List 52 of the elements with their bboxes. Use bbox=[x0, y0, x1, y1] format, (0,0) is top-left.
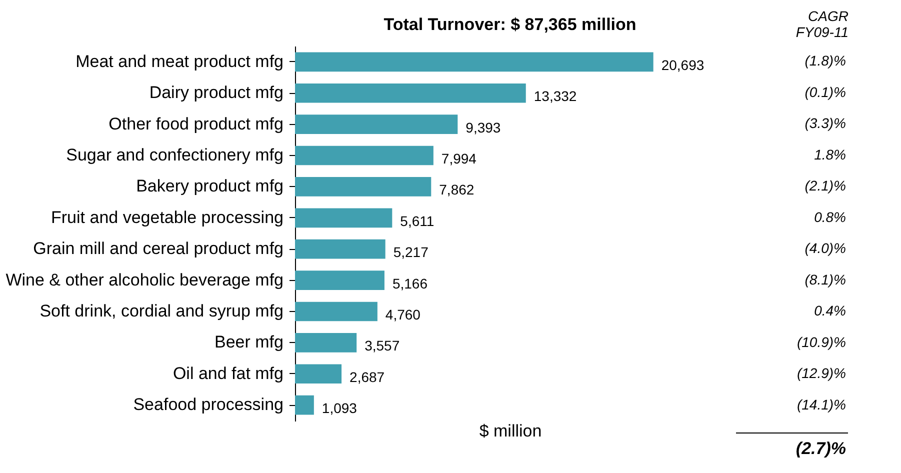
text: (0.1)% bbox=[804, 84, 846, 100]
data-label: 4,760 bbox=[385, 306, 421, 322]
y-tick-label: Sugar and confectionery mfg bbox=[66, 146, 284, 165]
text: 0.8% bbox=[814, 208, 846, 225]
bar bbox=[295, 208, 392, 228]
y-tick-label: Soft drink, cordial and syrup mfg bbox=[40, 301, 284, 320]
text: (14.1)% bbox=[796, 396, 846, 412]
y-tick-label: Oil and fat mfg bbox=[172, 364, 284, 383]
text: (1.8)% bbox=[804, 52, 846, 69]
x-axis-title: $ million bbox=[479, 422, 542, 440]
data-label: 2,687 bbox=[350, 368, 385, 385]
text: 1.8% bbox=[814, 146, 846, 162]
data-label: 5,611 bbox=[400, 212, 434, 229]
data-label: 5,166 bbox=[392, 275, 428, 292]
text: (2.1)% bbox=[804, 178, 846, 194]
bar bbox=[295, 177, 432, 196]
data-label: 13,332 bbox=[534, 88, 577, 104]
text: (10.9)% bbox=[796, 334, 846, 350]
text: CAGR FY09-11 bbox=[796, 8, 848, 40]
data-label: 7,862 bbox=[439, 182, 474, 198]
bar bbox=[295, 270, 384, 290]
bar bbox=[295, 52, 654, 72]
text: (8.1)% bbox=[804, 271, 846, 288]
data-label: 5,217 bbox=[393, 244, 429, 260]
bar bbox=[295, 395, 314, 415]
bar bbox=[295, 146, 434, 166]
chart-title: Total Turnover: $ 87,365 million bbox=[384, 15, 636, 34]
bar bbox=[295, 364, 342, 384]
y-tick-label: Dairy product mfg bbox=[149, 83, 284, 102]
y-tick-label: Bakery product mfg bbox=[136, 176, 284, 196]
data-label: 3,557 bbox=[364, 338, 400, 354]
text: 0.4% bbox=[814, 302, 846, 319]
y-tick-label: Seafood processing bbox=[133, 395, 284, 414]
y-tick-label: Other food product mfg bbox=[108, 114, 284, 134]
bar bbox=[295, 239, 386, 259]
data-label: 7,994 bbox=[441, 150, 477, 167]
bar bbox=[295, 333, 357, 352]
y-tick-label: Grain mill and cereal product mfg bbox=[33, 239, 284, 258]
text: (4.0)% bbox=[804, 240, 846, 256]
bar bbox=[295, 114, 458, 134]
y-tick-label: Beer mfg bbox=[214, 332, 284, 352]
text: (3.3)% bbox=[804, 115, 846, 132]
data-label: 9,393 bbox=[466, 119, 501, 136]
bar bbox=[295, 83, 526, 103]
y-tick-label: Wine & other alcoholic beverage mfg bbox=[6, 270, 284, 290]
text: (2.7)% bbox=[796, 439, 846, 458]
y-tick-label: Meat and meat product mfg bbox=[76, 52, 284, 71]
data-label: 1,093 bbox=[322, 400, 358, 416]
data-label: 20,693 bbox=[661, 56, 704, 73]
text: (12.9)% bbox=[796, 365, 846, 382]
y-tick-label: Fruit and vegetable processing bbox=[51, 208, 284, 227]
bar bbox=[295, 302, 378, 322]
